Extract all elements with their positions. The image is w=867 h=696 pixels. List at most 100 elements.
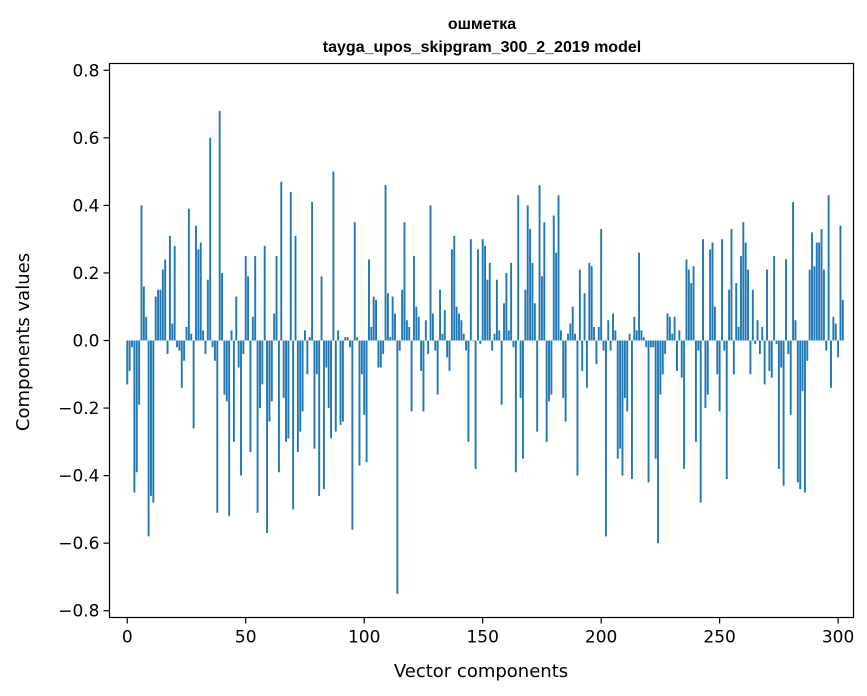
- bar: [585, 340, 588, 388]
- x-tick-label: 250: [703, 628, 735, 648]
- bar: [834, 323, 837, 341]
- bar: [259, 340, 261, 409]
- bar: [398, 340, 401, 351]
- bar: [680, 340, 683, 378]
- bar: [796, 340, 799, 483]
- bar: [552, 215, 555, 341]
- bar: [161, 269, 164, 341]
- bar: [142, 286, 145, 341]
- bar: [711, 242, 714, 341]
- bar: [597, 326, 600, 341]
- bar: [256, 340, 259, 513]
- bar: [725, 340, 728, 479]
- bar: [676, 340, 678, 371]
- bar: [777, 340, 780, 469]
- bar: [436, 340, 439, 395]
- bar: [694, 340, 697, 442]
- bar: [721, 239, 723, 341]
- bar: [659, 340, 662, 395]
- bar: [604, 340, 607, 537]
- bar: [197, 249, 200, 341]
- bar: [631, 340, 633, 479]
- bar: [543, 222, 546, 341]
- bar: [254, 256, 257, 341]
- bar: [341, 340, 344, 422]
- bar: [417, 316, 420, 341]
- bar: [612, 313, 614, 341]
- bar: [827, 195, 830, 341]
- bar: [614, 330, 617, 341]
- bar: [514, 340, 517, 473]
- bar: [540, 276, 543, 341]
- bar: [358, 340, 361, 466]
- bar: [458, 313, 460, 341]
- bar: [337, 330, 340, 341]
- bar: [787, 340, 790, 355]
- bar: [574, 333, 577, 341]
- y-tick-label: −0.4: [58, 467, 99, 487]
- bar: [396, 340, 399, 594]
- bar: [706, 340, 709, 395]
- bar: [128, 340, 131, 371]
- bar: [491, 340, 494, 351]
- bar: [538, 185, 541, 341]
- bar: [206, 279, 209, 341]
- bar: [415, 306, 418, 341]
- bar: [640, 330, 643, 341]
- bar: [251, 316, 254, 341]
- bar: [230, 330, 233, 341]
- bar: [372, 296, 375, 341]
- bar: [135, 340, 138, 473]
- bar: [709, 249, 712, 341]
- bar: [754, 340, 757, 344]
- bar: [609, 340, 612, 351]
- bar: [649, 340, 652, 348]
- bar: [737, 326, 740, 341]
- bar: [152, 340, 155, 503]
- x-axis-ticks: 0 50 100 150 200 250 300: [122, 617, 854, 648]
- bar: [595, 340, 598, 365]
- bar: [488, 262, 491, 341]
- bar: [820, 229, 823, 341]
- bar: [292, 340, 295, 510]
- bar: [830, 340, 832, 388]
- bar: [775, 340, 778, 344]
- bar: [389, 337, 392, 341]
- bar: [569, 323, 572, 341]
- bar: [263, 245, 266, 341]
- bar: [178, 340, 181, 351]
- bar: [441, 333, 444, 341]
- bar: [368, 259, 370, 341]
- bar: [533, 303, 536, 341]
- bar: [559, 330, 562, 341]
- bar: [334, 340, 337, 432]
- bar: [744, 242, 747, 341]
- bar: [126, 340, 129, 385]
- y-tick-label: 0.0: [72, 332, 99, 352]
- bar: [377, 340, 380, 368]
- bar: [476, 249, 479, 341]
- bar: [187, 208, 190, 341]
- bar: [140, 205, 143, 341]
- bar: [555, 252, 558, 341]
- bar: [166, 340, 169, 355]
- bar: [190, 333, 193, 341]
- bar: [578, 269, 581, 341]
- y-tick-label: 0.6: [72, 129, 99, 149]
- bar: [318, 340, 321, 496]
- bar: [732, 340, 735, 375]
- bar: [394, 313, 396, 341]
- bar: [730, 229, 733, 341]
- bar: [363, 340, 366, 415]
- bar: [756, 320, 759, 341]
- bar: [789, 340, 792, 415]
- bar: [590, 266, 593, 341]
- bar: [344, 337, 347, 341]
- bar: [567, 333, 569, 341]
- bar: [424, 320, 427, 341]
- bar: [799, 340, 802, 490]
- bar: [455, 306, 458, 341]
- bar: [446, 340, 449, 358]
- bar: [474, 340, 477, 469]
